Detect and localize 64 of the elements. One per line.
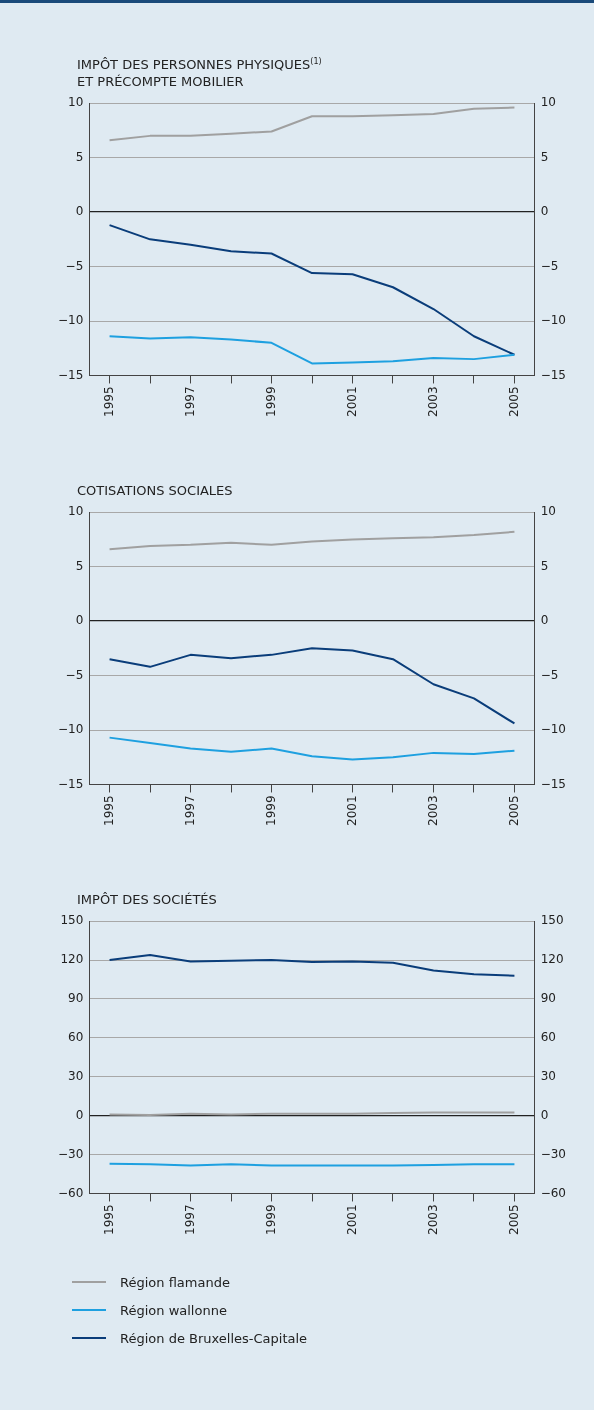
x-tick-label: 2001 [344, 795, 359, 827]
x-tick-label: 1997 [182, 795, 197, 827]
y2-tick-label: −15 [540, 367, 566, 382]
x-tick-label: 1997 [182, 386, 197, 418]
y2-tick-label: −15 [540, 776, 566, 791]
y-tick-label: −10 [58, 722, 84, 737]
y2-tick-label: 5 [540, 150, 549, 165]
y2-tick-label: 30 [540, 1069, 556, 1084]
y-tick-label: −15 [58, 776, 84, 791]
x-tick-label: 2005 [506, 1204, 521, 1236]
y-tick-label: −5 [65, 668, 84, 683]
y-tick-label: 90 [68, 991, 84, 1006]
x-tick-label: 2001 [344, 1204, 359, 1236]
chart-title: IMPÔT DES SOCIÉTÉS [77, 891, 218, 909]
x-tick-label: 1999 [263, 1204, 278, 1236]
y-tick-label: 10 [68, 504, 84, 519]
y2-tick-label: −5 [540, 259, 559, 274]
y2-tick-label: 0 [540, 1108, 549, 1123]
legend-label: Région wallonne [120, 1302, 227, 1318]
y2-tick-label: −10 [540, 313, 566, 328]
y-tick-label: 5 [75, 150, 84, 165]
y-tick-label: −15 [58, 367, 84, 382]
y2-tick-label: 0 [540, 613, 549, 628]
y-tick-label: 5 [75, 559, 84, 574]
y-tick-label: 120 [60, 952, 84, 967]
y-tick-label: 0 [75, 204, 84, 219]
y2-tick-label: −10 [540, 722, 566, 737]
y2-tick-label: 120 [540, 952, 564, 967]
x-tick-label: 2005 [506, 795, 521, 827]
legend-label: Région flamande [120, 1274, 230, 1290]
chart-title: IMPÔT DES PERSONNES PHYSIQUES$^{(1)}$ ET PRÉCOMPTE MOBILIER [77, 57, 322, 90]
y-tick-label: 60 [68, 1030, 84, 1045]
y-tick-label: 30 [68, 1069, 84, 1084]
chart-title: COTISATIONS SOCIALES [77, 482, 234, 500]
y-tick-label: −10 [58, 313, 84, 328]
y2-tick-label: 0 [540, 204, 549, 219]
y2-tick-label: −30 [540, 1147, 566, 1162]
x-tick-label: 1995 [101, 386, 116, 418]
y2-tick-label: 60 [540, 1030, 556, 1045]
y-tick-label: −5 [65, 259, 84, 274]
y2-tick-label: −60 [540, 1185, 566, 1200]
y2-tick-label: 150 [540, 913, 564, 928]
x-tick-label: 1995 [101, 795, 116, 827]
y-tick-label: 10 [68, 95, 84, 110]
y-tick-label: −30 [58, 1147, 84, 1162]
y-tick-label: 0 [75, 613, 84, 628]
x-tick-label: 2003 [425, 386, 440, 418]
x-tick-label: 2003 [425, 795, 440, 827]
x-tick-label: 2003 [425, 1204, 440, 1236]
x-tick-label: 1997 [182, 1204, 197, 1236]
x-tick-label: 2005 [506, 386, 521, 418]
y-tick-label: −60 [58, 1185, 84, 1200]
x-tick-label: 1999 [263, 386, 278, 418]
y2-tick-label: −5 [540, 668, 559, 683]
y2-tick-label: 5 [540, 559, 549, 574]
legend-label: Région de Bruxelles-Capitale [120, 1330, 308, 1346]
x-tick-label: 2001 [344, 386, 359, 418]
x-tick-label: 1995 [101, 1204, 116, 1236]
x-tick-label: 1999 [263, 795, 278, 827]
y-tick-label: 150 [60, 913, 84, 928]
y2-tick-label: 10 [540, 95, 556, 110]
y2-tick-label: 10 [540, 504, 556, 519]
y2-tick-label: 90 [540, 991, 556, 1006]
y-tick-label: 0 [75, 1108, 84, 1123]
